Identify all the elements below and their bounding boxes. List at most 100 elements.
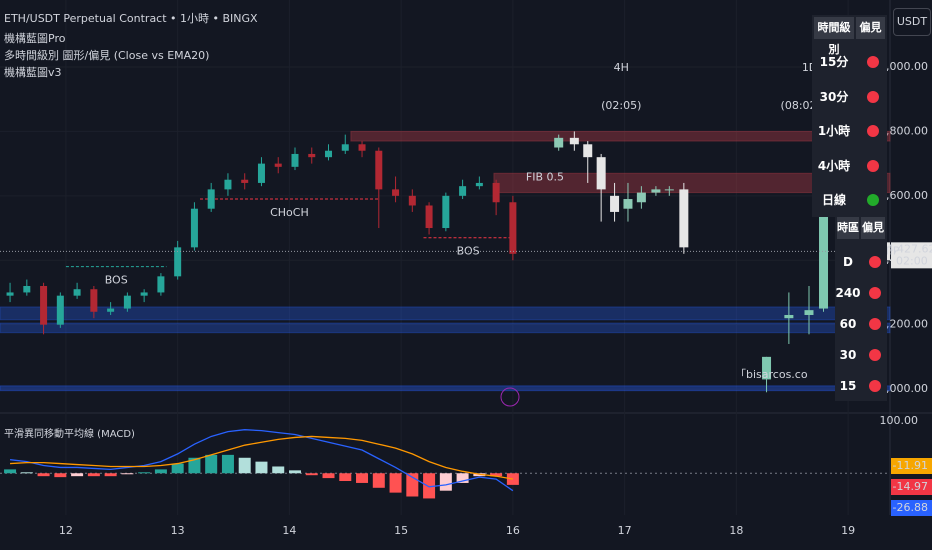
candle-body bbox=[784, 314, 794, 319]
histogram-bar bbox=[171, 463, 184, 474]
candle-body bbox=[358, 144, 366, 151]
candle-body bbox=[596, 157, 606, 190]
indicator: 多時間級別 圖形/偏見 (Close vs EMA20) bbox=[4, 49, 210, 62]
candle-body bbox=[73, 289, 81, 296]
event-icon bbox=[500, 387, 520, 407]
bias-dot bbox=[866, 90, 879, 103]
x-tick-label: 15 bbox=[394, 524, 408, 537]
x-tick-label: 13 bbox=[171, 524, 185, 537]
histogram-bar bbox=[238, 457, 251, 474]
y-tick-label: 5,000.00 bbox=[879, 60, 928, 73]
histogram-bar bbox=[205, 454, 218, 474]
x-tick-label: 14 bbox=[282, 524, 296, 537]
row-label: 1小時 bbox=[817, 124, 851, 138]
candle-body bbox=[291, 153, 299, 167]
row-label: 15 bbox=[839, 379, 857, 393]
candle-body bbox=[636, 192, 646, 203]
candle-body bbox=[257, 163, 265, 183]
timeframe-label: 4H bbox=[614, 61, 629, 74]
histogram-bar bbox=[272, 466, 285, 474]
row-label: 日線 bbox=[821, 193, 846, 207]
price-tag-value: 4,427.62 bbox=[887, 242, 932, 255]
candle-body bbox=[509, 202, 517, 254]
histogram-bar bbox=[4, 469, 17, 474]
histogram-bar bbox=[339, 473, 352, 482]
candle-body bbox=[475, 182, 483, 187]
structure-label: BOS bbox=[105, 274, 128, 287]
value-tag bbox=[891, 479, 932, 495]
candle-body bbox=[664, 189, 674, 191]
candle-body bbox=[392, 189, 400, 196]
histogram-bar bbox=[104, 473, 117, 477]
candle-body bbox=[375, 150, 383, 190]
x-tick-label: 19 bbox=[841, 524, 855, 537]
histogram-bar bbox=[439, 473, 452, 491]
candle-body bbox=[762, 356, 772, 380]
histogram-bar bbox=[389, 473, 402, 493]
histogram-bar bbox=[188, 457, 201, 474]
candle-body bbox=[123, 295, 131, 309]
y-tick-label: 4,200.00 bbox=[879, 318, 928, 331]
histogram-bar bbox=[54, 473, 67, 478]
candle-body bbox=[425, 205, 433, 229]
candle-body bbox=[804, 310, 814, 315]
histogram-bar bbox=[71, 473, 84, 477]
candle-body bbox=[56, 295, 64, 325]
candle-body bbox=[241, 179, 249, 183]
value-tag-label: -14.97 bbox=[893, 480, 928, 493]
bias-dot bbox=[869, 349, 881, 361]
histogram-bar bbox=[423, 473, 436, 499]
value-tag bbox=[891, 500, 932, 516]
candle-body bbox=[174, 247, 182, 277]
currency-button[interactable]: USDT bbox=[893, 8, 931, 36]
indicator: 機構藍圖Pro bbox=[4, 32, 66, 45]
y-tick-label: 4,600.00 bbox=[879, 189, 928, 202]
macd-line bbox=[9, 429, 514, 492]
candle-body bbox=[107, 308, 115, 312]
bias-dot bbox=[869, 318, 881, 330]
candle-body bbox=[90, 289, 98, 312]
candle-body bbox=[610, 195, 620, 212]
bias-dot bbox=[869, 256, 881, 268]
candle-body bbox=[492, 182, 500, 203]
zone bbox=[0, 322, 891, 334]
y-tick-label: 4,800.00 bbox=[879, 124, 928, 137]
value-tag-label: -26.88 bbox=[893, 501, 928, 514]
histogram-bar bbox=[37, 473, 50, 477]
bias-dot bbox=[866, 194, 879, 206]
x-tick-label: 16 bbox=[506, 524, 520, 537]
histogram-bar bbox=[121, 473, 134, 475]
candle-body bbox=[679, 189, 689, 248]
candle-body bbox=[40, 286, 48, 325]
candle-body bbox=[819, 199, 829, 309]
table-header: 時區 bbox=[837, 217, 859, 239]
bias-dot bbox=[869, 287, 881, 299]
candle-body bbox=[325, 150, 333, 158]
bias-dot bbox=[866, 159, 879, 172]
candle-body bbox=[207, 189, 215, 209]
bias-dot bbox=[869, 380, 881, 392]
zone-label: FIB 0.5 bbox=[526, 170, 564, 183]
zone bbox=[0, 385, 891, 392]
zone bbox=[0, 306, 891, 321]
candle-body bbox=[274, 163, 282, 167]
histogram-bar bbox=[20, 472, 33, 474]
histogram-bar bbox=[305, 473, 318, 476]
histogram-bar bbox=[221, 454, 234, 474]
x-tick-label: 18 bbox=[729, 524, 743, 537]
row-label: 4小時 bbox=[817, 158, 851, 173]
timeframe-time: (02:05) bbox=[601, 99, 641, 112]
histogram-bar bbox=[356, 473, 369, 483]
macd-line bbox=[10, 435, 513, 480]
candle-body bbox=[583, 144, 593, 158]
row-label: D bbox=[843, 255, 853, 269]
table-header: 偏見 bbox=[856, 17, 885, 39]
candle-body bbox=[140, 292, 148, 296]
zone-table: 時區 偏見 D 240 60 30 15 bbox=[835, 215, 887, 401]
histogram-bar bbox=[372, 473, 385, 488]
value-tag bbox=[891, 458, 932, 474]
histogram-bar bbox=[87, 473, 100, 477]
histogram-bar bbox=[322, 473, 335, 479]
